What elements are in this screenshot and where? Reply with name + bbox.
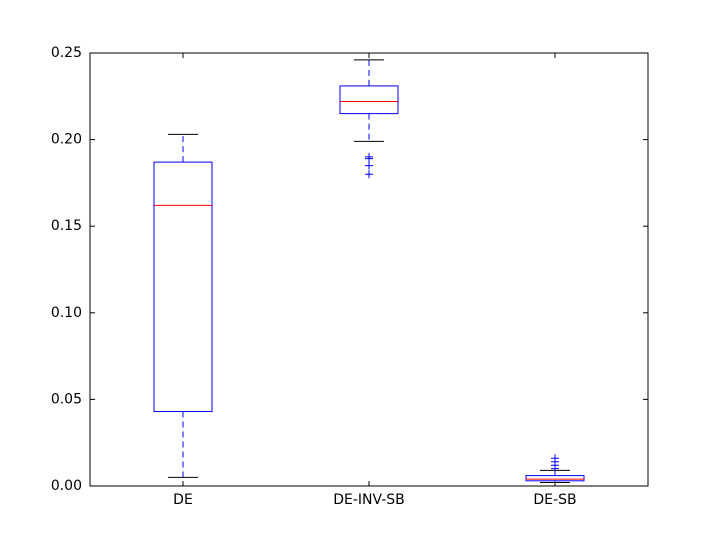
box bbox=[339, 85, 399, 115]
y-tick-label: 0.10 bbox=[51, 305, 82, 321]
flier bbox=[365, 154, 373, 163]
flier bbox=[551, 454, 559, 463]
box bbox=[153, 161, 213, 413]
y-tick-label: 0.25 bbox=[51, 45, 82, 61]
x-tick-label: DE bbox=[173, 492, 193, 508]
y-tick-label: 0.00 bbox=[51, 478, 82, 494]
x-tick-label: DE-SB bbox=[533, 492, 576, 508]
y-tick-label: 0.15 bbox=[51, 218, 82, 234]
x-tick-label: DE-INV-SB bbox=[333, 492, 405, 508]
y-tick-label: 0.20 bbox=[51, 132, 82, 148]
flier bbox=[365, 170, 373, 179]
flier bbox=[365, 161, 373, 170]
box bbox=[525, 475, 585, 482]
y-tick-label: 0.05 bbox=[51, 391, 82, 407]
